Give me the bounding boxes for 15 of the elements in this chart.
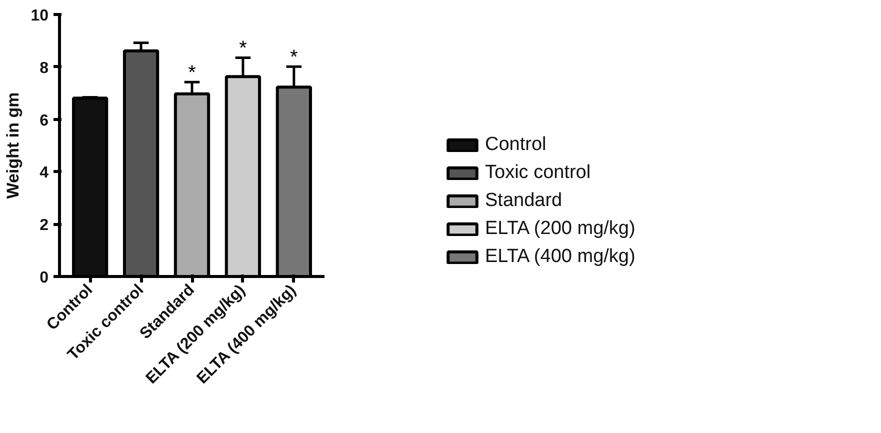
- data-label: *: [290, 46, 298, 69]
- y-tick-label: 0: [40, 270, 49, 286]
- y-tick-label: 6: [40, 112, 49, 130]
- y-tick-label: 10: [30, 8, 49, 24]
- data-label: *: [188, 62, 196, 84]
- legend-label: Control: [485, 134, 546, 156]
- legend-label: ELTA (400 mg/kg): [485, 246, 636, 268]
- y-tick-label: 2: [40, 217, 49, 234]
- y-axis-title: Weight in gm: [4, 92, 23, 199]
- legend-label: Standard: [485, 190, 562, 212]
- y-tick-label: 8: [40, 60, 49, 77]
- legend-label: ELTA (200 mg/kg): [485, 218, 636, 240]
- y-tick-label: 4: [40, 164, 49, 182]
- data-label: *: [239, 38, 248, 60]
- legend-label: Toxic control: [485, 162, 591, 184]
